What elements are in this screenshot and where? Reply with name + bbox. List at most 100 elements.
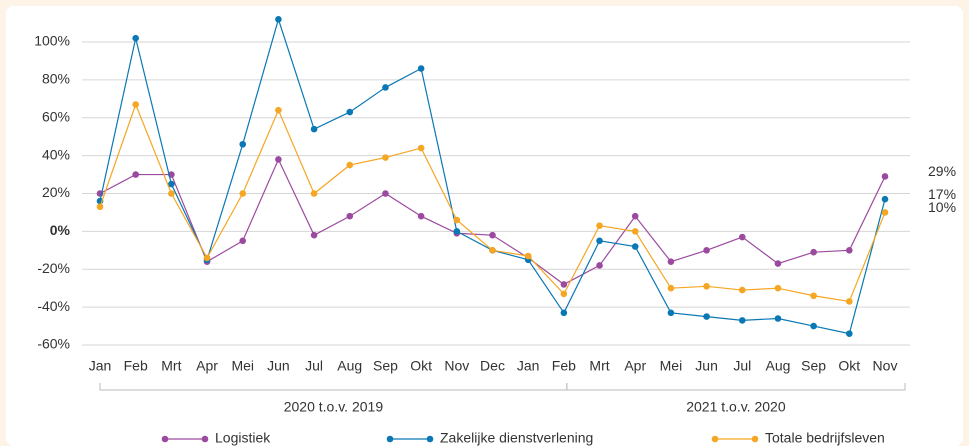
data-point xyxy=(453,228,461,235)
data-point xyxy=(881,209,889,216)
x-tick-label: Apr xyxy=(624,358,646,374)
chart-background xyxy=(6,6,963,446)
x-tick-label: Mei xyxy=(231,358,254,374)
data-point xyxy=(596,237,603,245)
x-tick-label: Okt xyxy=(838,358,860,374)
y-tick-label: 0% xyxy=(50,222,71,238)
data-point xyxy=(596,262,603,269)
data-point xyxy=(382,190,389,197)
data-point xyxy=(846,298,853,305)
x-tick-label: Sep xyxy=(373,358,398,374)
data-point xyxy=(168,180,175,188)
data-point xyxy=(846,330,853,337)
data-point xyxy=(489,247,496,254)
group-label: 2021 t.o.v. 2020 xyxy=(686,399,786,415)
data-point xyxy=(275,15,282,23)
data-point xyxy=(560,309,568,317)
legend-label: Logistiek xyxy=(215,430,271,446)
y-tick-label: 20% xyxy=(42,184,70,200)
y-tick-label: 80% xyxy=(42,71,70,87)
x-tick-label: Feb xyxy=(124,358,148,374)
x-tick-label: Jul xyxy=(305,358,323,374)
data-point xyxy=(203,254,211,262)
data-point xyxy=(132,101,139,108)
legend-marker xyxy=(426,435,434,443)
data-point xyxy=(667,284,675,292)
data-point xyxy=(417,212,425,220)
data-point xyxy=(275,106,282,114)
data-point xyxy=(168,190,175,197)
x-tick-label: Mrt xyxy=(161,358,181,374)
data-point xyxy=(667,258,675,265)
data-point xyxy=(846,247,853,254)
data-point xyxy=(275,156,282,163)
data-point xyxy=(560,290,568,298)
data-point xyxy=(774,284,782,292)
x-tick-label: Sep xyxy=(801,358,826,374)
x-tick-label: Nov xyxy=(873,358,898,374)
data-point xyxy=(738,317,746,324)
y-tick-label: -20% xyxy=(37,260,70,276)
y-tick-label: -40% xyxy=(37,298,70,314)
data-point xyxy=(239,190,247,197)
data-point xyxy=(96,203,104,211)
x-tick-label: Nov xyxy=(444,358,469,374)
x-tick-label: Apr xyxy=(196,358,218,374)
data-point xyxy=(310,190,318,197)
data-point xyxy=(310,231,318,239)
end-label: 29% xyxy=(928,163,956,179)
data-point xyxy=(417,144,425,152)
data-point xyxy=(703,282,710,290)
data-point xyxy=(738,233,746,241)
data-point xyxy=(774,315,782,322)
data-point xyxy=(703,247,710,254)
x-tick-label: Jan xyxy=(89,358,112,374)
y-tick-label: 40% xyxy=(42,146,70,162)
data-point xyxy=(132,34,139,42)
x-tick-label: Dec xyxy=(480,358,505,374)
data-point xyxy=(524,252,532,260)
data-point xyxy=(132,171,139,178)
group-bracket xyxy=(566,383,906,391)
data-point xyxy=(631,243,639,250)
data-point xyxy=(417,65,425,72)
data-point xyxy=(810,248,817,256)
y-tick-label: 100% xyxy=(34,33,70,49)
legend-marker xyxy=(711,435,719,443)
legend-marker xyxy=(161,435,169,443)
data-point xyxy=(489,231,496,239)
data-point xyxy=(310,125,318,133)
data-point xyxy=(382,154,389,161)
data-point xyxy=(596,222,603,229)
x-tick-label: Aug xyxy=(337,358,362,374)
data-point xyxy=(881,195,889,203)
data-point xyxy=(667,309,675,317)
data-point xyxy=(631,228,639,235)
data-point xyxy=(810,292,817,300)
end-label: 17% xyxy=(928,186,956,202)
legend-marker xyxy=(386,435,394,443)
x-tick-label: Jun xyxy=(695,358,718,374)
data-point xyxy=(631,212,639,220)
y-tick-label: -60% xyxy=(37,336,70,352)
x-tick-label: Jun xyxy=(267,358,290,374)
legend-label: Totale bedrijfsleven xyxy=(765,430,885,446)
data-point xyxy=(703,313,710,320)
data-point xyxy=(239,140,247,148)
legend-marker xyxy=(201,435,209,443)
x-tick-label: Feb xyxy=(552,358,576,374)
legend-label: Zakelijke dienstverlening xyxy=(440,430,593,446)
data-point xyxy=(560,281,568,288)
x-tick-label: Jul xyxy=(733,358,751,374)
x-tick-label: Jan xyxy=(517,358,540,374)
x-tick-label: Mrt xyxy=(589,358,609,374)
data-point xyxy=(346,108,354,116)
y-tick-label: 60% xyxy=(42,108,70,124)
data-point xyxy=(881,173,889,180)
data-point xyxy=(346,161,354,169)
data-point xyxy=(774,260,782,267)
x-tick-label: Aug xyxy=(765,358,790,374)
legend-marker xyxy=(751,435,759,443)
